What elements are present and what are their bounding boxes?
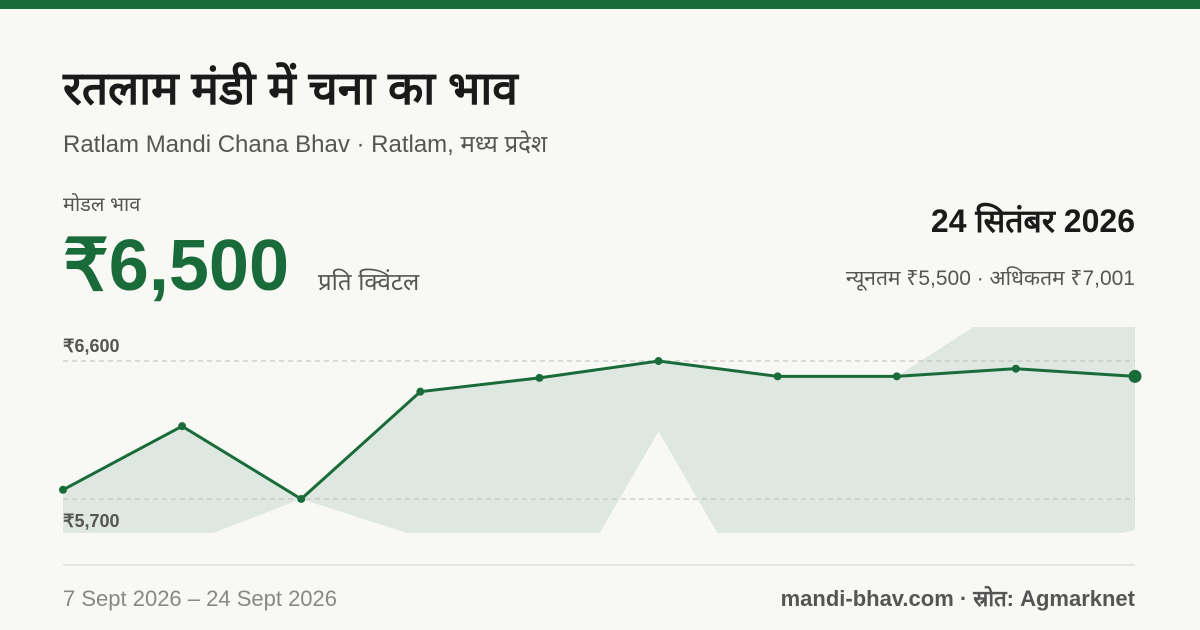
footer-range: 7 Sept 2026 – 24 Sept 2026	[63, 586, 337, 611]
price-range: न्यूनतम ₹5,500 · अधिकतम ₹7,001	[846, 266, 1135, 291]
title: रतलाम मंडी में चना का भाव	[62, 62, 519, 114]
point	[535, 373, 544, 382]
top-bar	[0, 0, 1200, 9]
point	[773, 372, 782, 381]
subtitle: Ratlam Mandi Chana Bhav · Ratlam, मध्य प…	[63, 130, 548, 158]
point	[654, 357, 663, 366]
point	[178, 422, 187, 431]
line	[62, 359, 1136, 501]
point	[59, 485, 67, 494]
price-value: ₹6,500	[63, 226, 289, 306]
point	[1011, 364, 1020, 373]
price-label: मोडल भाव	[63, 193, 141, 216]
y-tick-label: ₹5,700	[63, 511, 120, 531]
range-band	[63, 327, 1135, 533]
point	[892, 372, 901, 381]
y-tick-label: ₹6,600	[63, 336, 120, 356]
price-unit: प्रति क्विंटल	[318, 268, 420, 296]
footer-source: mandi-bhav.com · स्रोत: Agmarknet	[781, 585, 1136, 611]
point	[1128, 369, 1142, 383]
point	[297, 494, 306, 503]
date: 24 सितंबर 2026	[931, 202, 1135, 239]
point	[416, 387, 425, 396]
